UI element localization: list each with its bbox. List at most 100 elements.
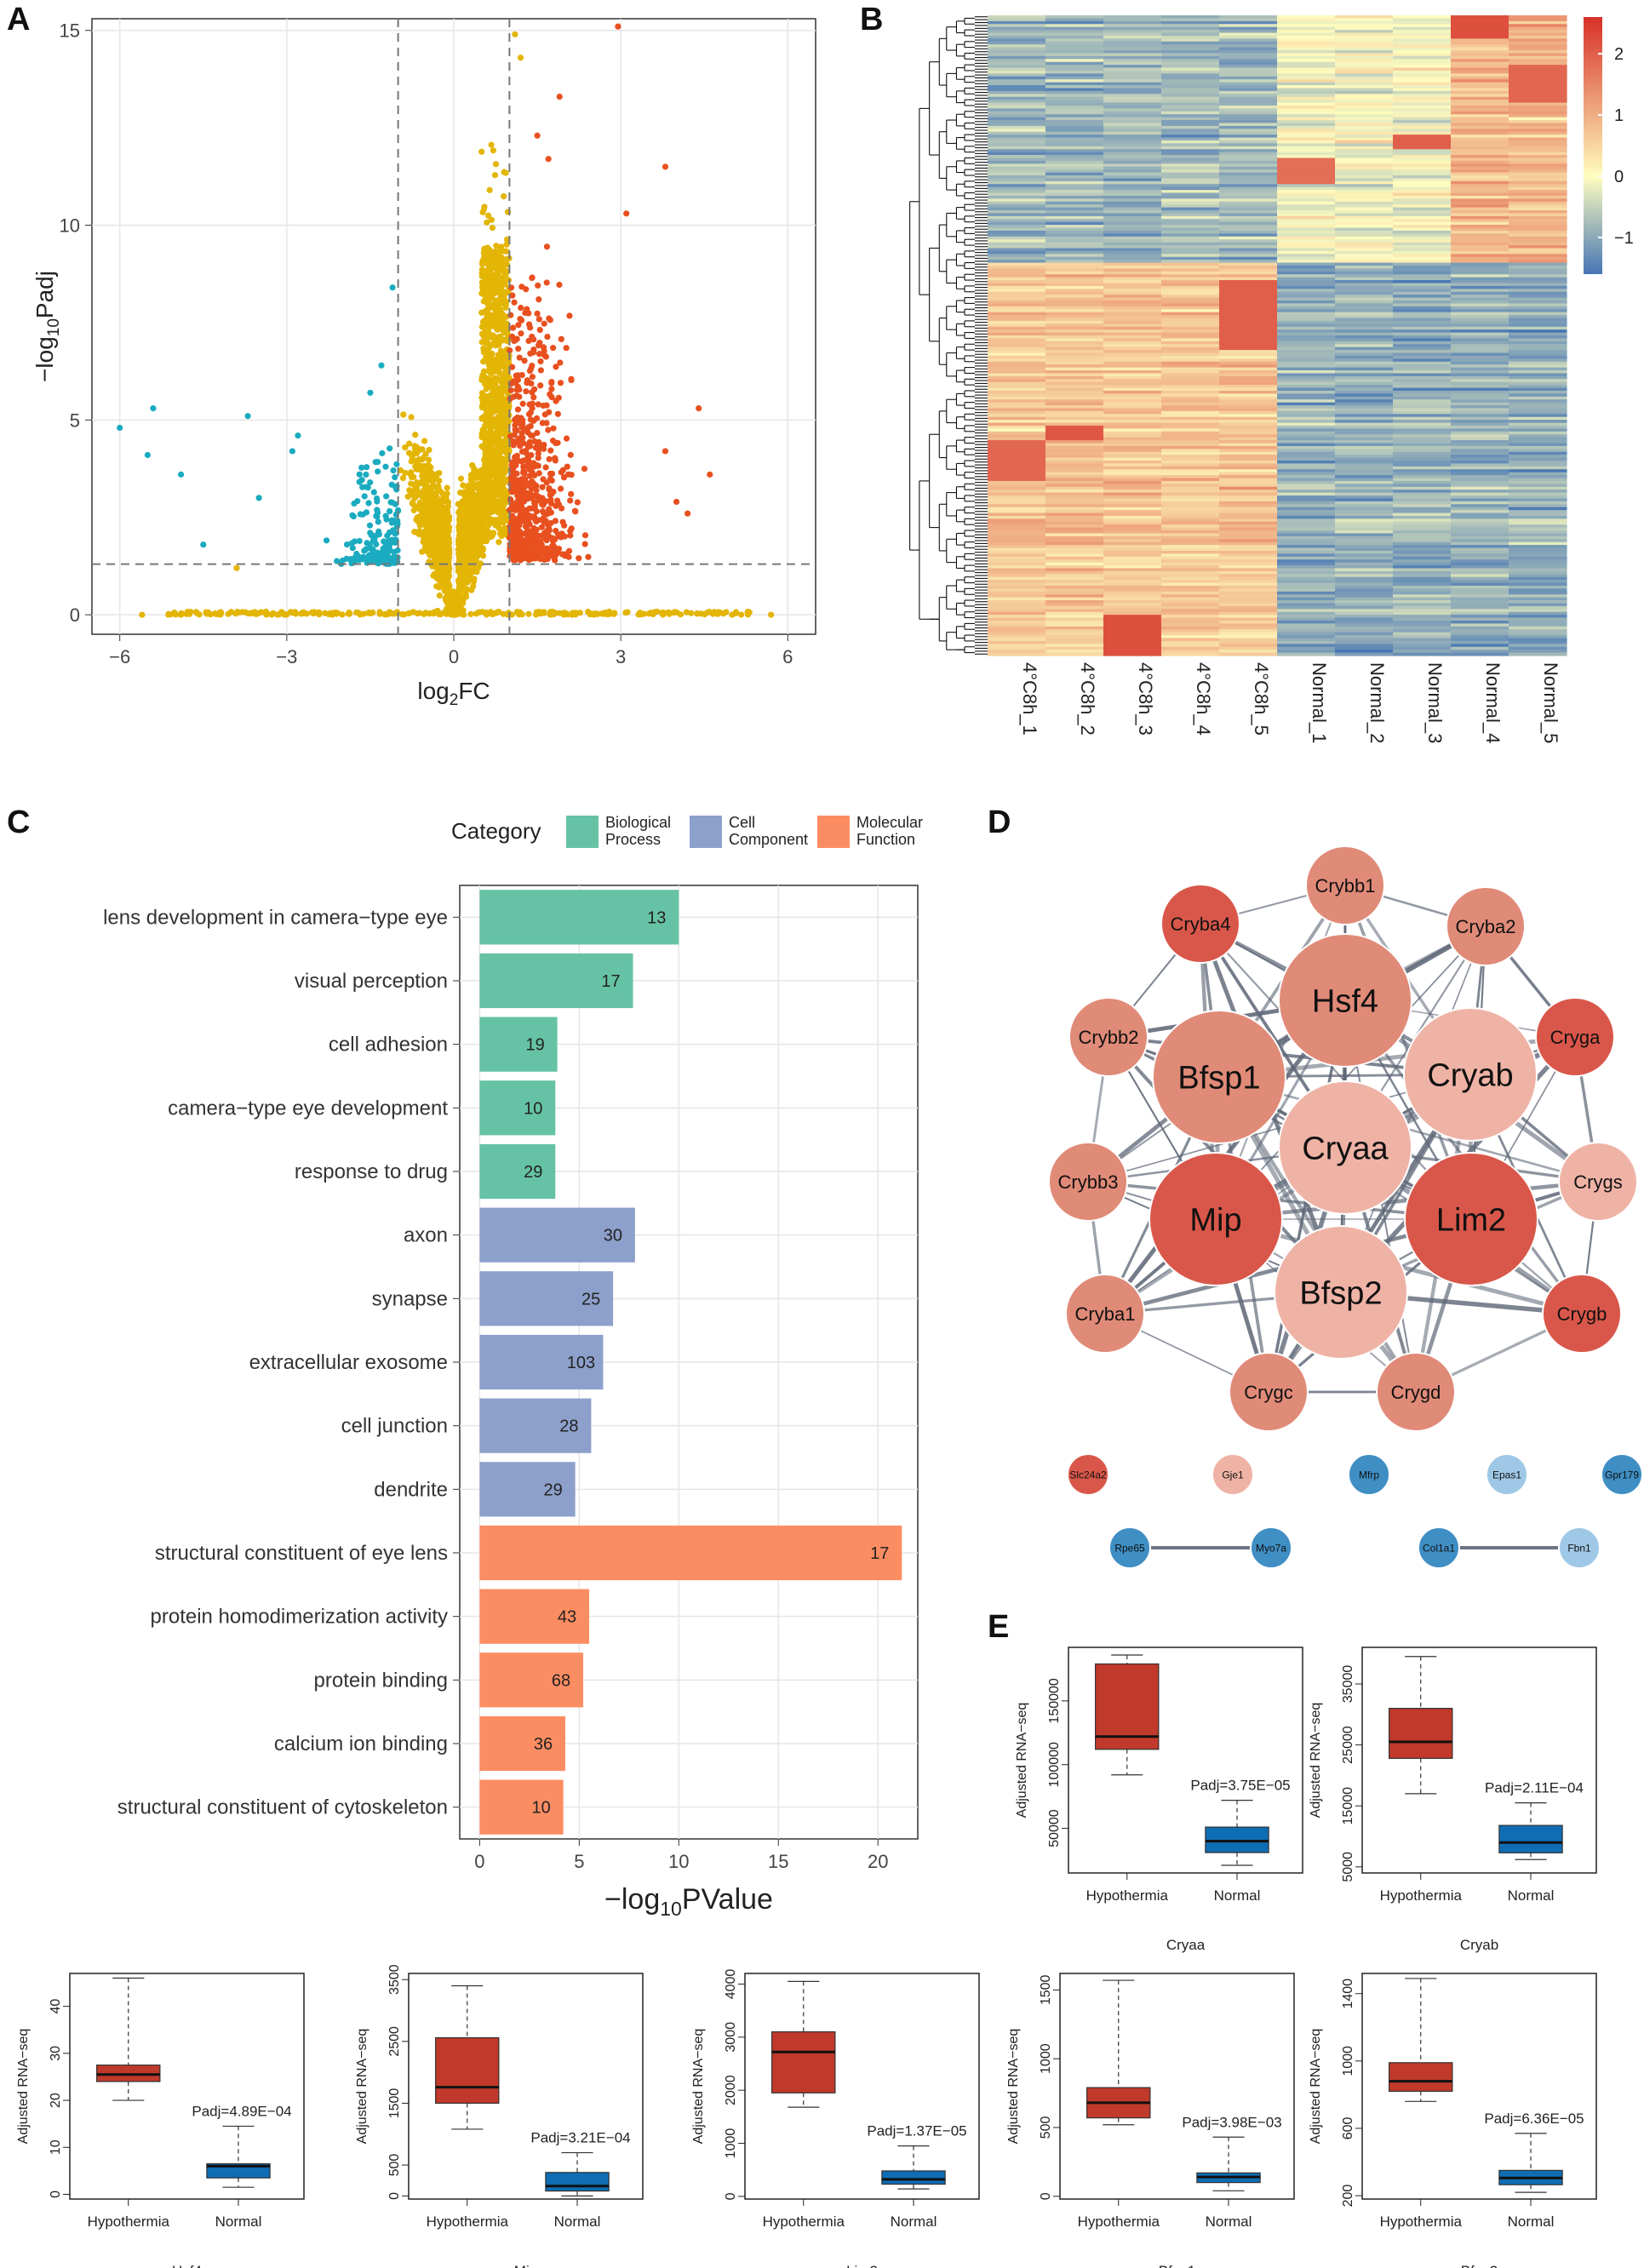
heatmap-cell bbox=[1393, 100, 1452, 104]
heatmap-cell bbox=[1509, 73, 1567, 77]
volcano-point bbox=[263, 611, 270, 618]
volcano-point bbox=[343, 555, 350, 562]
volcano-point bbox=[548, 386, 555, 392]
volcano-point bbox=[415, 513, 422, 520]
heatmap-cell bbox=[1393, 18, 1452, 22]
volcano-point bbox=[468, 587, 475, 593]
heatmap-cell bbox=[1335, 155, 1394, 159]
heatmap-cell bbox=[1161, 143, 1220, 147]
heatmap-cell bbox=[1451, 131, 1509, 135]
heatmap-cell bbox=[1219, 172, 1278, 176]
heatmap-cell bbox=[1335, 108, 1394, 112]
heatmap-cell bbox=[1161, 125, 1220, 129]
volcano-point bbox=[553, 527, 559, 535]
volcano-point bbox=[456, 534, 463, 541]
volcano-point bbox=[574, 499, 581, 506]
volcano-point bbox=[439, 490, 446, 497]
heatmap-cell bbox=[988, 160, 1046, 164]
volcano-point bbox=[251, 610, 258, 617]
volcano-point bbox=[481, 247, 488, 254]
heatmap-cell bbox=[988, 15, 1046, 20]
volcano-point bbox=[444, 573, 451, 580]
volcano-point bbox=[470, 541, 477, 548]
volcano-point bbox=[437, 610, 444, 618]
heatmap-cell bbox=[988, 175, 1046, 180]
volcano-point bbox=[498, 316, 505, 323]
volcano-point bbox=[536, 326, 543, 334]
heatmap-cell bbox=[1277, 90, 1336, 94]
heatmap-cell bbox=[1161, 44, 1220, 49]
tick-label-x: 6 bbox=[782, 646, 793, 667]
heatmap-cell bbox=[1277, 76, 1336, 80]
volcano-point bbox=[494, 285, 501, 293]
heatmap-cell bbox=[1277, 59, 1336, 63]
heatmap-cell bbox=[1161, 108, 1220, 112]
volcano-point bbox=[350, 513, 357, 520]
heatmap-cell bbox=[1045, 30, 1104, 34]
volcano-point bbox=[508, 364, 516, 370]
heatmap-cell bbox=[1451, 32, 1509, 37]
volcano-point bbox=[481, 428, 489, 436]
x-axis-title: log2FC bbox=[417, 678, 490, 709]
heatmap-cell bbox=[1161, 24, 1220, 28]
volcano-point bbox=[499, 429, 506, 436]
heatmap-cell bbox=[1277, 146, 1336, 150]
volcano-point bbox=[413, 492, 420, 500]
volcano-point bbox=[486, 421, 493, 428]
volcano-point bbox=[542, 464, 549, 471]
volcano-point bbox=[390, 467, 397, 474]
volcano-point bbox=[361, 493, 368, 500]
volcano-point bbox=[541, 320, 547, 327]
volcano-point bbox=[268, 611, 275, 618]
volcano-point bbox=[478, 148, 485, 155]
volcano-point bbox=[513, 387, 520, 393]
heatmap-cell bbox=[1335, 67, 1394, 72]
heatmap-cell bbox=[1103, 59, 1162, 63]
heatmap-cell bbox=[988, 47, 1046, 51]
heatmap-cell bbox=[1161, 123, 1220, 127]
heatmap-cell bbox=[1451, 24, 1509, 28]
heatmap-cell bbox=[1161, 15, 1220, 20]
heatmap-cell bbox=[1509, 152, 1567, 156]
heatmap-cell bbox=[1045, 90, 1104, 94]
heatmap-cell bbox=[1509, 50, 1567, 54]
volcano-point bbox=[535, 342, 542, 349]
heatmap-cell bbox=[1277, 41, 1336, 45]
heatmap-cell bbox=[1509, 120, 1567, 124]
heatmap-cell bbox=[1103, 178, 1162, 182]
volcano-point bbox=[486, 464, 494, 472]
volcano-point bbox=[548, 380, 555, 387]
heatmap-cell bbox=[1509, 59, 1567, 63]
heatmap-cell bbox=[1393, 88, 1452, 92]
heatmap-cell bbox=[988, 30, 1046, 34]
volcano-point bbox=[439, 518, 446, 524]
volcano-point bbox=[539, 484, 546, 490]
volcano-point bbox=[527, 416, 534, 423]
volcano-point bbox=[536, 351, 543, 358]
volcano-point bbox=[486, 533, 493, 540]
volcano-point bbox=[375, 468, 381, 475]
heatmap-cell bbox=[1393, 131, 1452, 135]
heatmap-cell bbox=[1103, 111, 1162, 115]
volcano-point bbox=[400, 411, 407, 418]
volcano-point bbox=[563, 345, 570, 352]
volcano-point bbox=[527, 350, 534, 357]
volcano-point bbox=[415, 518, 423, 525]
volcano-point bbox=[593, 610, 600, 617]
volcano-point bbox=[516, 354, 523, 361]
volcano-point bbox=[479, 472, 487, 478]
heatmap-cell bbox=[1277, 82, 1336, 86]
volcano-point bbox=[347, 610, 353, 617]
volcano-point bbox=[507, 432, 514, 440]
volcano-point bbox=[529, 333, 536, 341]
volcano-point bbox=[503, 236, 511, 243]
heatmap-cell bbox=[1451, 108, 1509, 112]
heatmap-cell bbox=[1045, 140, 1104, 144]
volcano-point bbox=[356, 610, 363, 616]
heatmap-cell bbox=[1161, 178, 1220, 182]
volcano-point bbox=[413, 450, 421, 457]
heatmap-cell bbox=[1335, 30, 1394, 34]
heatmap-cell bbox=[1509, 26, 1567, 31]
volcano-point bbox=[576, 555, 582, 562]
volcano-point bbox=[507, 496, 514, 503]
